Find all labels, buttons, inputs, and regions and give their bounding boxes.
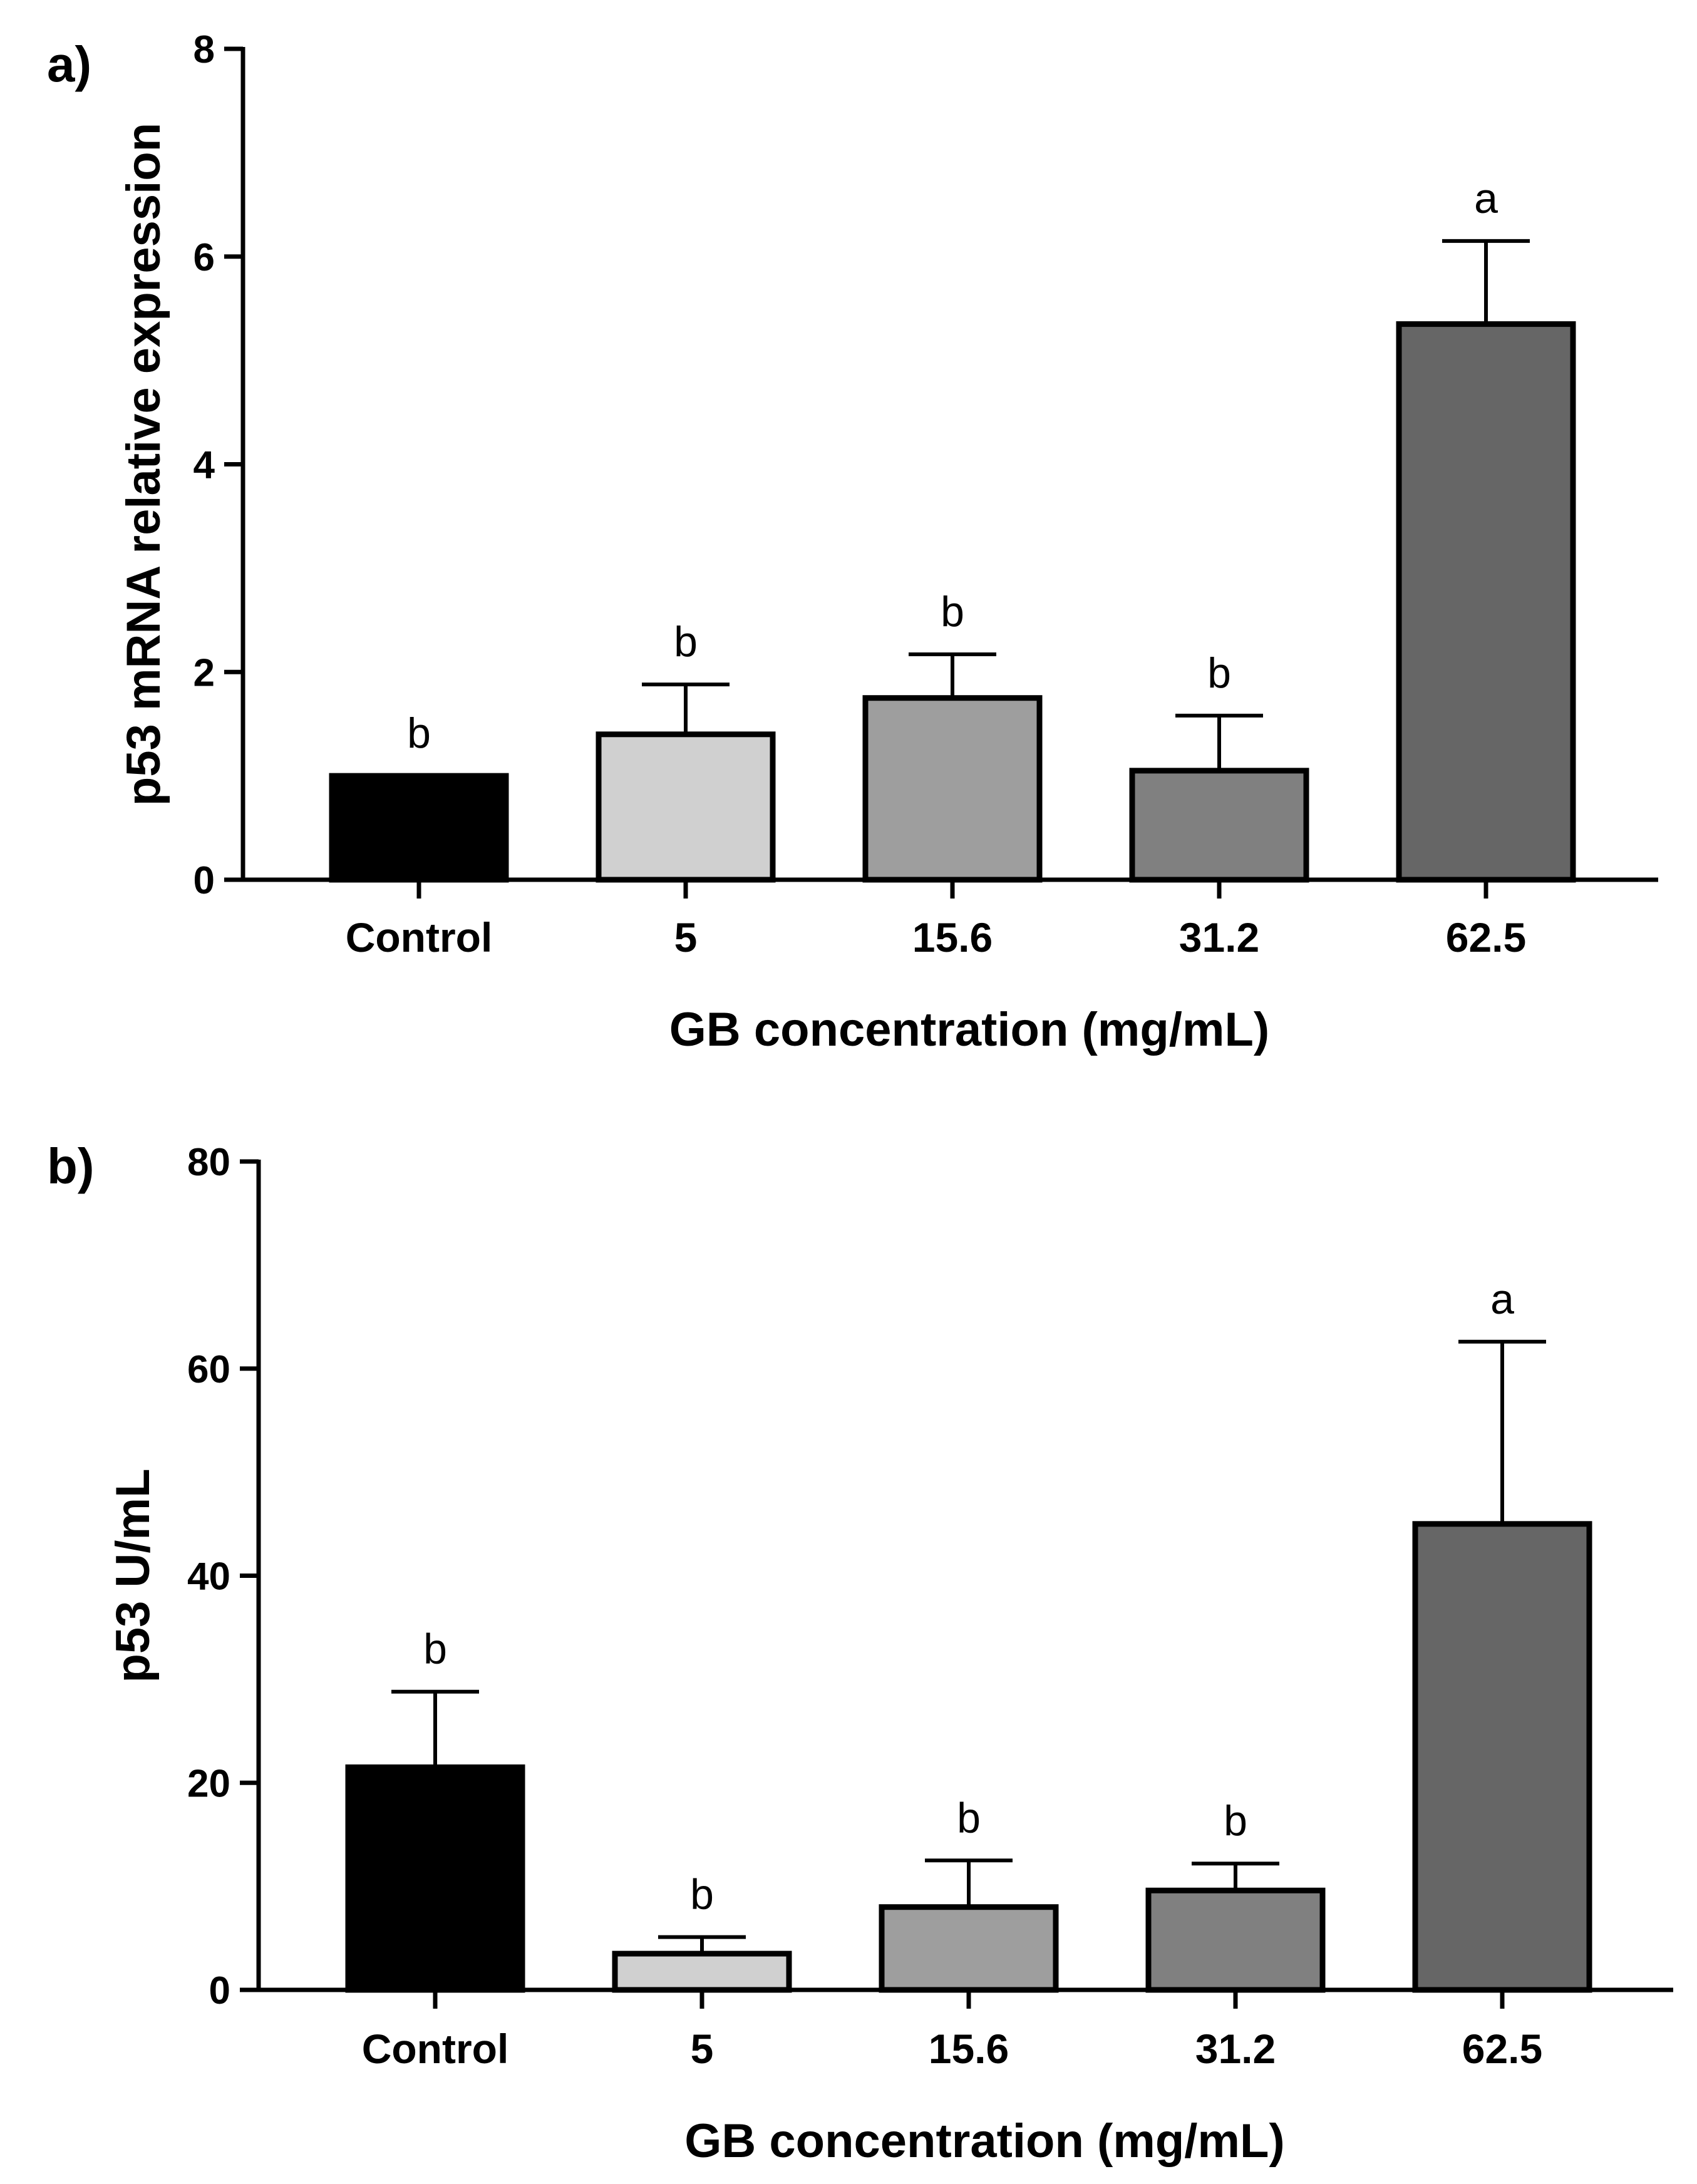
- bar: [1412, 1521, 1592, 1993]
- y-tick-label: 0: [193, 859, 215, 902]
- y-tick-label: 0: [209, 1969, 230, 2012]
- y-tick-label: 80: [187, 1141, 230, 1184]
- x-tick-label: 31.2: [1195, 2026, 1276, 2072]
- chart-panel-a: a) 0 2 4 6 8 Control b 5 b 15.6 b 31.2 b 62.5 a p53 mRNA…: [47, 28, 1658, 1056]
- y-tick-label: 40: [187, 1555, 230, 1599]
- x-tick-label: Control: [362, 2026, 509, 2072]
- significance-label: b: [423, 1625, 447, 1673]
- x-tick-label: 31.2: [1179, 914, 1259, 961]
- significance-label: b: [1224, 1797, 1247, 1845]
- significance-label: b: [674, 618, 698, 666]
- bar: [1145, 1887, 1326, 1993]
- x-tick-label: 62.5: [1462, 2026, 1542, 2072]
- y-tick-label: 60: [187, 1348, 230, 1391]
- chart-panel-b: b) 0 20 40 60 80 Control b 5 b 15.6 b 31.2 b 62.5 a p53 …: [47, 1138, 1673, 2168]
- panel-label: b): [47, 1138, 95, 1194]
- y-tick-label: 2: [193, 651, 215, 694]
- x-tick-label: 15.6: [912, 914, 993, 961]
- y-tick-label: 20: [187, 1762, 230, 1805]
- y-tick-label: 4: [193, 444, 215, 487]
- x-tick-label: 62.5: [1446, 914, 1526, 961]
- bar: [879, 1904, 1059, 1993]
- significance-label: a: [1490, 1275, 1514, 1323]
- bar: [596, 731, 776, 883]
- panel-label: a): [47, 36, 91, 92]
- x-tick-label: 5: [691, 2026, 714, 2072]
- x-axis-title: GB concentration (mg/mL): [669, 1003, 1269, 1056]
- x-tick-label: 5: [674, 914, 698, 961]
- bar: [612, 1950, 792, 1993]
- significance-label: b: [690, 1871, 714, 1919]
- bar: [1396, 321, 1576, 883]
- y-tick-label: 8: [193, 28, 215, 71]
- y-tick-label: 6: [193, 236, 215, 279]
- bar: [329, 773, 509, 883]
- bar: [1129, 768, 1309, 883]
- significance-label: b: [407, 709, 431, 757]
- significance-label: b: [1207, 649, 1231, 697]
- x-axis-title: GB concentration (mg/mL): [684, 2114, 1284, 2168]
- x-tick-label: 15.6: [929, 2026, 1009, 2072]
- significance-label: b: [957, 1794, 981, 1841]
- x-tick-label: Control: [346, 914, 493, 961]
- y-axis-title: p53 U/mL: [106, 1468, 160, 1682]
- significance-label: a: [1474, 175, 1498, 222]
- y-axis-title: p53 mRNA relative expression: [117, 123, 170, 806]
- bar: [862, 695, 1043, 883]
- significance-label: b: [941, 588, 964, 636]
- bar: [345, 1764, 525, 1993]
